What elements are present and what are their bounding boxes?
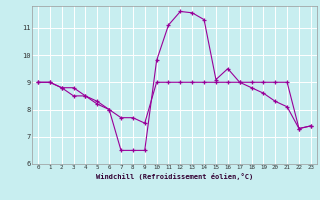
X-axis label: Windchill (Refroidissement éolien,°C): Windchill (Refroidissement éolien,°C) bbox=[96, 173, 253, 180]
